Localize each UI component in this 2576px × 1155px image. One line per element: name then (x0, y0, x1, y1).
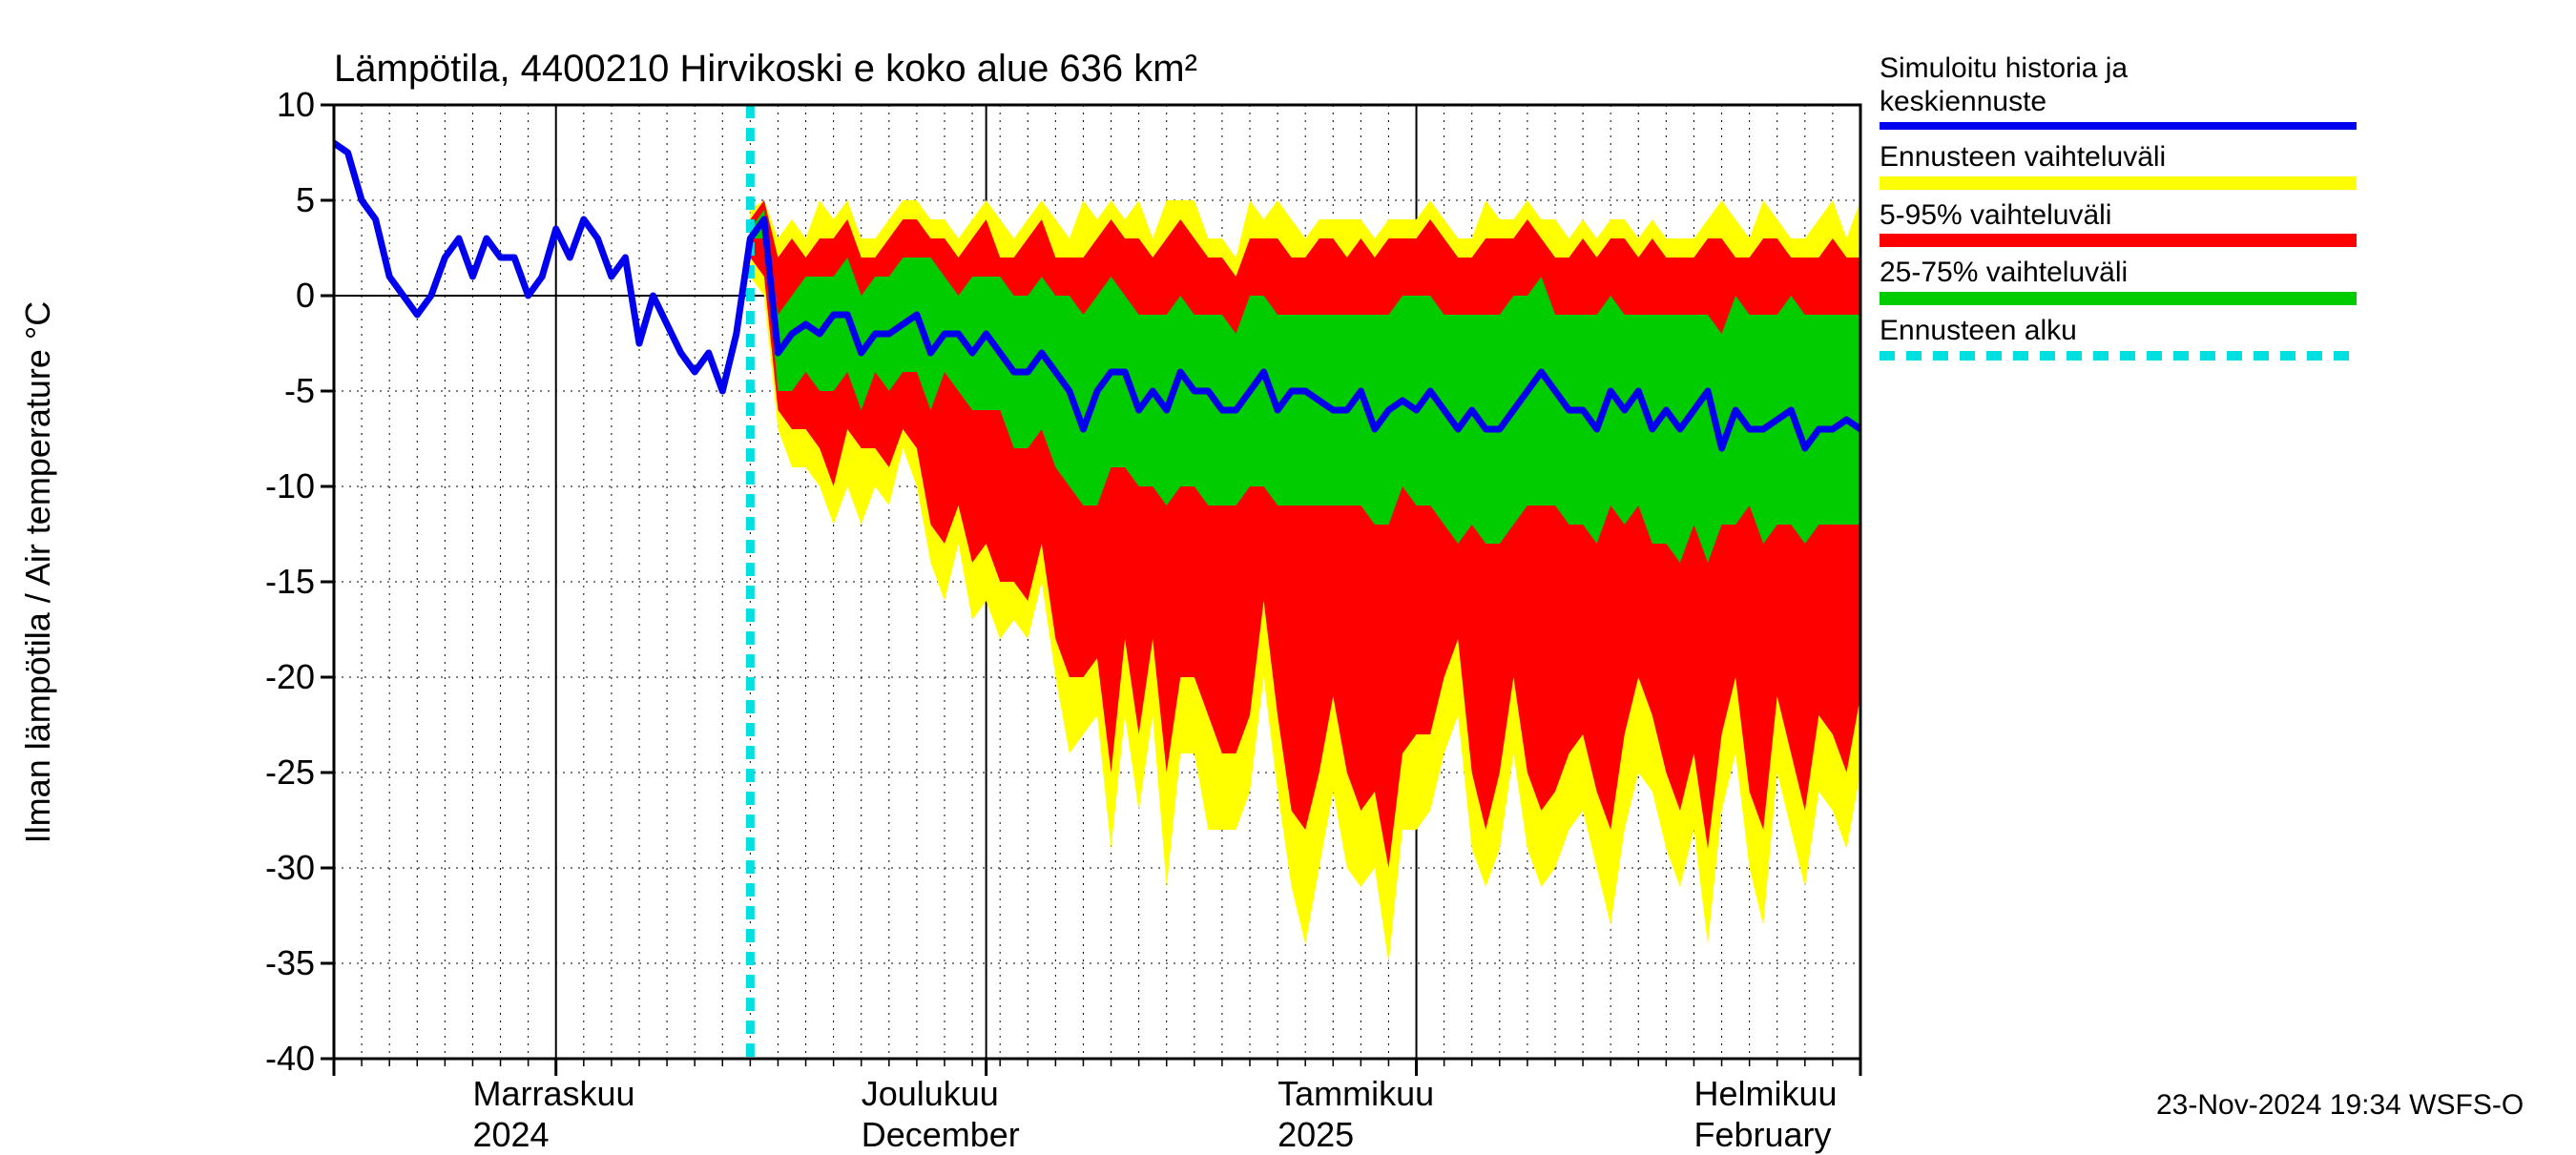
legend-entry: Ennusteen alku (1880, 315, 2376, 361)
legend: Simuloitu historia jakeskiennuste Ennuste… (1880, 52, 2376, 372)
footer-timestamp: 23-Nov-2024 19:34 WSFS-O (2156, 1089, 2524, 1122)
legend-label: 25-75% vaihteluväli (1880, 257, 2376, 290)
legend-entry: 5-95% vaihteluväli (1880, 199, 2376, 248)
legend-swatch (1880, 234, 2357, 247)
chart-container: Lämpötila, 4400210 Hirvikoski e koko alu… (0, 0, 2576, 1145)
legend-entry: Ennusteen vaihteluväli (1880, 141, 2376, 190)
legend-entry: Simuloitu historia jakeskiennuste (1880, 52, 2376, 130)
legend-label: Ennusteen vaihteluväli (1880, 141, 2376, 175)
legend-entry: 25-75% vaihteluväli (1880, 257, 2376, 305)
legend-line (1880, 122, 2357, 130)
legend-label: Simuloitu historia ja (1880, 52, 2376, 86)
legend-label: keskiennuste (1880, 86, 2376, 119)
legend-dash (1880, 351, 2357, 361)
legend-label: Ennusteen alku (1880, 315, 2376, 348)
legend-swatch (1880, 292, 2357, 305)
legend-swatch (1880, 176, 2357, 190)
legend-label: 5-95% vaihteluväli (1880, 199, 2376, 233)
